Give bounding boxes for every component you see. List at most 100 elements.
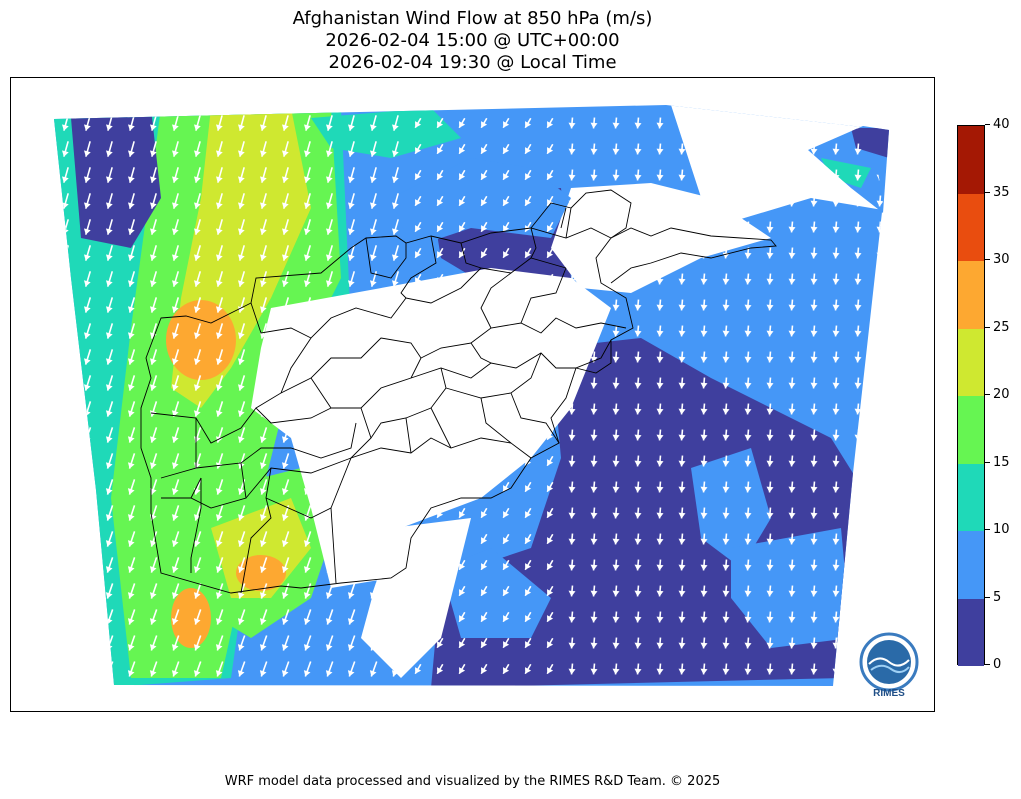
wind-arrow-head xyxy=(127,358,135,365)
wind-arrow-shaft xyxy=(878,325,882,337)
wind-arrow-head xyxy=(700,356,708,363)
wind-arrow-head xyxy=(347,150,355,157)
colorbar-segment-1 xyxy=(958,531,984,599)
wind-arrow-head xyxy=(590,148,598,155)
plot-title-line3: 2026-02-04 19:30 @ Local Time xyxy=(328,52,617,73)
wind-arrow-head xyxy=(347,488,355,495)
wind-arrow-head xyxy=(832,174,840,181)
wind-arrow-shaft xyxy=(62,479,70,495)
wind-arrow-head xyxy=(788,304,796,311)
wind-arrow-head xyxy=(459,303,466,310)
wind-arrow-head xyxy=(281,488,289,495)
wind-arrow-head xyxy=(171,202,179,209)
wind-arrow-head xyxy=(481,667,488,674)
colorbar-tick xyxy=(985,529,990,530)
wind-arrow-head xyxy=(391,254,399,261)
wind-arrow-head xyxy=(525,147,532,154)
wind-arrow-head xyxy=(171,124,179,131)
wind-arrow-shaft xyxy=(62,245,70,261)
wind-arrow-head xyxy=(568,304,576,311)
wind-arrow-head xyxy=(171,150,179,157)
wind-arrow-head xyxy=(876,200,883,207)
wind-arrow-head xyxy=(722,434,730,441)
wind-arrow-head xyxy=(766,460,774,467)
wind-arrow-head xyxy=(303,150,311,157)
wind-arrow-head xyxy=(568,226,576,233)
wind-arrow-head xyxy=(237,280,245,287)
wind-arrow-head xyxy=(127,124,135,131)
wind-arrow-head xyxy=(568,616,576,623)
wind-arrow-head xyxy=(766,356,774,363)
wind-arrow-head xyxy=(678,330,686,337)
wind-arrow-head xyxy=(459,173,466,180)
wind-arrow-head xyxy=(437,277,444,284)
wind-arrow-head xyxy=(766,382,774,389)
wind-arrow-head xyxy=(700,564,708,571)
wind-arrow-head xyxy=(656,512,664,519)
wind-arrow-shaft xyxy=(84,661,92,677)
wind-arrow-head xyxy=(415,641,422,648)
wind-arrow-head xyxy=(722,512,730,519)
wind-arrow-head xyxy=(237,150,245,157)
wind-arrow-head xyxy=(810,460,818,467)
wind-arrow-head xyxy=(259,202,267,209)
wind-arrow-head xyxy=(766,304,774,311)
wind-arrow-head xyxy=(547,173,554,180)
wind-arrow-head xyxy=(347,410,355,417)
wind-arrow-head xyxy=(590,668,598,675)
wind-arrow-head xyxy=(193,514,201,521)
wind-arrow-head xyxy=(237,176,245,183)
wind-arrow-head xyxy=(854,304,862,311)
wind-arrow-head xyxy=(193,384,201,391)
wind-arrow-head xyxy=(525,329,532,336)
colorbar-segment-6 xyxy=(958,193,984,261)
wind-arrow-head xyxy=(149,566,157,573)
wind-arrow-head xyxy=(854,278,862,285)
wind-arrow-head xyxy=(391,280,399,287)
wind-arrow-head xyxy=(303,566,311,573)
wind-arrow-head xyxy=(525,667,532,674)
wind-arrow-head xyxy=(83,202,91,209)
colorbar-tick xyxy=(985,259,990,260)
wind-arrow-head xyxy=(303,670,311,677)
wind-arrow-head xyxy=(788,226,796,233)
wind-arrow-head xyxy=(259,644,267,651)
wind-speed-field xyxy=(54,105,883,686)
wind-arrow-head xyxy=(61,176,69,183)
wind-arrow-shaft xyxy=(856,559,860,571)
colorbar-tick-label: 0 xyxy=(993,657,1002,672)
wind-arrow-head xyxy=(105,202,113,209)
wind-arrow-head xyxy=(171,540,179,547)
wind-arrow-head xyxy=(369,124,377,131)
wind-arrow-head xyxy=(369,202,377,209)
wind-arrow-head xyxy=(325,644,333,651)
wind-arrow-head xyxy=(525,355,532,362)
wind-arrow-head xyxy=(854,512,862,519)
wind-arrow-head xyxy=(766,616,774,623)
wind-arrow-head xyxy=(722,616,730,623)
wind-arrow-head xyxy=(215,670,223,677)
wind-arrow-head xyxy=(744,616,752,623)
wind-arrow-head xyxy=(171,670,179,677)
wind-arrow-head xyxy=(149,462,157,469)
wind-arrow-shaft xyxy=(62,635,70,651)
wind-arrow-head xyxy=(744,564,752,571)
wind-arrow-head xyxy=(788,408,796,415)
wind-arrow-head xyxy=(391,332,399,339)
wind-arrow-shaft xyxy=(878,507,882,519)
wind-arrow-head xyxy=(744,252,752,259)
wind-arrow-head xyxy=(788,356,796,363)
wind-arrow-head xyxy=(369,228,377,235)
wind-arrow-head xyxy=(744,278,752,285)
wind-arrow-shaft xyxy=(878,455,882,467)
wind-arrow-head xyxy=(590,278,598,285)
wind-arrow-head xyxy=(700,486,708,493)
wind-arrow-head xyxy=(481,173,488,180)
wind-arrow-head xyxy=(281,254,289,261)
wind-arrow-head xyxy=(171,332,179,339)
wind-arrow-head xyxy=(369,618,377,625)
wind-arrow-head xyxy=(525,485,532,492)
wind-arrow-head xyxy=(215,436,223,443)
wind-arrow-head xyxy=(391,618,399,625)
wind-arrow-head xyxy=(437,459,444,466)
